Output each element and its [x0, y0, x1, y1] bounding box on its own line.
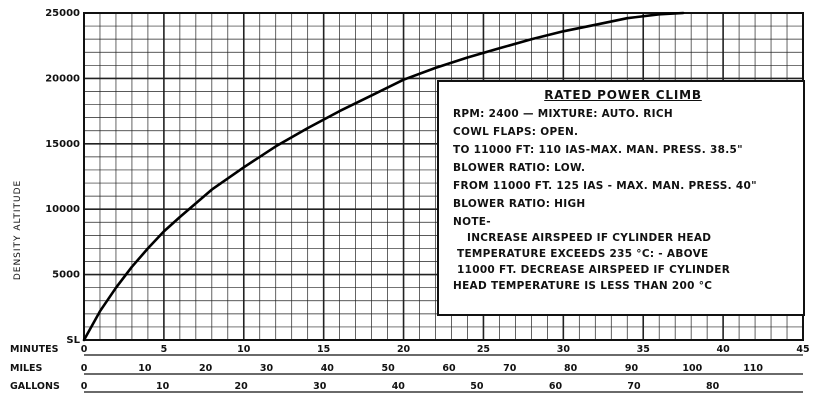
x-tick-label: 0: [81, 363, 88, 374]
x-tick-label: 20: [235, 381, 249, 392]
y-tick-label: 15000: [45, 139, 80, 150]
x-tick-label: 10: [237, 344, 251, 355]
x-tick-label: 45: [796, 344, 809, 355]
x-axis-name: GALLONS: [10, 381, 60, 392]
x-tick-label: 5: [161, 344, 168, 355]
x-tick-label: 60: [549, 381, 563, 392]
note-text: 11000 FT. DECREASE AIRSPEED IF CYLINDER: [457, 264, 731, 276]
series: [82, 11, 685, 342]
x-tick-label: 20: [397, 344, 411, 355]
note-text: INCREASE AIRSPEED IF CYLINDER HEAD: [467, 232, 712, 244]
x-tick-label: 0: [81, 344, 88, 355]
chart-note-box: RATED POWER CLIMB RPM: 2400 — MIXTURE: A…: [437, 80, 805, 316]
note-text: TEMPERATURE EXCEEDS 235 °C: - ABOVE: [457, 248, 709, 260]
x-tick-label: 50: [382, 363, 396, 374]
note-line: BLOWER RATIO: LOW.: [453, 162, 586, 174]
x-axis-name: MILES: [10, 363, 43, 374]
x-tick-label: 20: [199, 363, 213, 374]
x-tick-label: 25: [477, 344, 490, 355]
note-text: HEAD TEMPERATURE IS LESS THAN 200 °C: [453, 280, 713, 292]
x-tick-label: 30: [313, 381, 327, 392]
series-line: [82, 11, 685, 342]
x-tick-label: 110: [743, 363, 763, 374]
note-line: RPM: 2400 — MIXTURE: AUTO. RICH: [453, 108, 673, 120]
y-tick-labels: SL 5000 10000 15000 20000 25000: [45, 8, 80, 346]
y-tick-label: 10000: [45, 204, 80, 215]
x-tick-label: 10: [138, 363, 152, 374]
note-line: TO 11000 FT: 110 IAS-MAX. MAN. PRESS. 38…: [453, 144, 743, 156]
x-axes: MINUTES 0 5 10 15 20 25 30 35 40 45 MILES 0 10 20 30 40 5…: [10, 344, 810, 393]
x-tick-label: 40: [321, 363, 335, 374]
x-tick-label: 100: [682, 363, 702, 374]
x-tick-label: 80: [706, 381, 720, 392]
x-tick-label: 0: [81, 381, 88, 392]
note-heading: RATED POWER CLIMB: [544, 88, 702, 102]
x-tick-label: 40: [716, 344, 730, 355]
x-tick-label: 60: [442, 363, 456, 374]
x-tick-label: 50: [470, 381, 484, 392]
x-tick-label: 15: [317, 344, 330, 355]
x-tick-label: 30: [557, 344, 571, 355]
note-label: NOTE-: [453, 216, 491, 228]
note-line: BLOWER RATIO: HIGH: [453, 198, 586, 210]
x-tick-label: 10: [156, 381, 170, 392]
x-axis-name: MINUTES: [10, 344, 59, 355]
x-tick-label: 70: [503, 363, 517, 374]
x-tick-label: 90: [625, 363, 639, 374]
note-line: COWL FLAPS: OPEN.: [453, 126, 579, 138]
x-tick-label: 80: [564, 363, 578, 374]
y-axis-label: DENSITY ALTITUDE: [13, 180, 23, 280]
x-tick-label: 40: [392, 381, 406, 392]
y-tick-label: 20000: [45, 73, 80, 84]
x-tick-label: 70: [627, 381, 641, 392]
x-tick-label: 35: [637, 344, 650, 355]
y-tick-label: 5000: [52, 270, 80, 281]
y-tick-label: 25000: [45, 8, 80, 19]
note-line: FROM 11000 FT. 125 IAS - MAX. MAN. PRESS…: [453, 180, 757, 192]
x-tick-label: 30: [260, 363, 274, 374]
y-tick-label: SL: [66, 335, 80, 346]
